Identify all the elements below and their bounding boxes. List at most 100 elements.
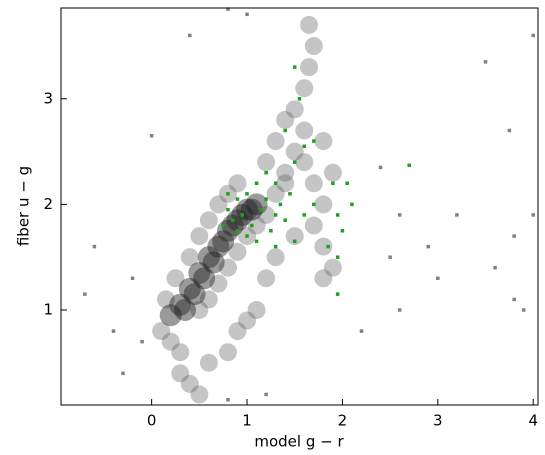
density-point xyxy=(314,269,333,288)
density-point xyxy=(169,293,192,316)
density-point xyxy=(300,15,319,34)
density-point xyxy=(180,248,199,267)
density-point xyxy=(152,322,171,341)
point xyxy=(493,265,497,270)
point xyxy=(397,308,402,312)
point xyxy=(149,134,154,138)
density-point xyxy=(199,353,218,372)
point xyxy=(111,329,116,333)
point xyxy=(521,308,526,312)
density-point xyxy=(209,195,228,214)
density-point xyxy=(247,216,266,235)
point xyxy=(283,128,287,133)
density-point xyxy=(285,142,304,161)
point xyxy=(245,234,249,238)
point xyxy=(130,276,135,281)
point xyxy=(264,170,268,175)
point xyxy=(269,229,273,233)
point xyxy=(512,297,516,302)
point xyxy=(407,163,411,168)
density-point xyxy=(159,304,182,327)
point xyxy=(312,202,316,207)
point xyxy=(302,144,307,149)
point xyxy=(326,244,330,249)
x-tick-label: 0 xyxy=(147,412,157,430)
density-point xyxy=(285,227,304,246)
point xyxy=(245,192,249,196)
density-point xyxy=(207,235,230,258)
point xyxy=(278,202,283,207)
point xyxy=(273,181,278,186)
point xyxy=(283,218,287,222)
point xyxy=(455,213,459,217)
point xyxy=(531,213,535,217)
density-point xyxy=(171,343,190,362)
density-point xyxy=(314,132,333,151)
y-axis-label: fiber u − g xyxy=(15,166,33,246)
point xyxy=(350,202,354,207)
point xyxy=(188,33,192,38)
point xyxy=(397,213,402,217)
density-point xyxy=(266,184,285,203)
point xyxy=(312,139,316,143)
density-point xyxy=(161,332,180,351)
point xyxy=(264,197,268,201)
point xyxy=(264,392,268,397)
x-axis-label: model g − r xyxy=(254,433,344,451)
density-point xyxy=(188,262,211,285)
point xyxy=(121,371,125,376)
density-point xyxy=(276,174,295,193)
point xyxy=(83,292,87,296)
x-tick-label: 4 xyxy=(528,412,538,430)
point xyxy=(235,197,240,201)
density-point xyxy=(166,269,185,288)
density-point xyxy=(240,198,263,221)
density-point xyxy=(228,322,247,341)
axes-frame xyxy=(60,7,539,406)
point xyxy=(254,181,259,186)
point xyxy=(92,244,97,249)
density-point xyxy=(190,385,209,404)
point xyxy=(240,213,245,217)
density-point xyxy=(197,246,220,269)
point xyxy=(273,244,278,249)
point xyxy=(254,239,259,244)
density-point xyxy=(238,311,257,330)
density-point xyxy=(295,121,314,140)
density-point xyxy=(247,300,266,319)
density-point xyxy=(266,248,285,267)
density-point xyxy=(285,100,304,119)
point xyxy=(230,218,235,222)
point xyxy=(302,213,307,217)
point xyxy=(335,255,340,259)
point xyxy=(345,181,349,186)
point xyxy=(273,213,278,217)
density-point xyxy=(218,343,237,362)
density-point xyxy=(295,79,314,98)
x-tick-label: 1 xyxy=(242,412,252,430)
point xyxy=(259,207,264,212)
point xyxy=(531,33,535,38)
density-point xyxy=(183,283,206,306)
point xyxy=(297,97,302,101)
density-point xyxy=(276,163,295,182)
density-point xyxy=(266,132,285,151)
point xyxy=(483,60,488,64)
density-point xyxy=(314,237,333,256)
density-point xyxy=(199,290,218,309)
point xyxy=(226,7,230,11)
point xyxy=(292,160,297,164)
point xyxy=(226,207,230,212)
point xyxy=(507,128,512,133)
density-point xyxy=(156,290,175,309)
density-point xyxy=(218,258,237,277)
density-point xyxy=(323,258,342,277)
y-tick-label: 1 xyxy=(43,300,53,318)
density-point xyxy=(304,37,323,56)
density-point xyxy=(228,242,247,261)
y-tick-label: 3 xyxy=(43,89,53,107)
density-point xyxy=(304,174,323,193)
x-tick-label: 2 xyxy=(338,412,348,430)
point xyxy=(331,181,335,186)
